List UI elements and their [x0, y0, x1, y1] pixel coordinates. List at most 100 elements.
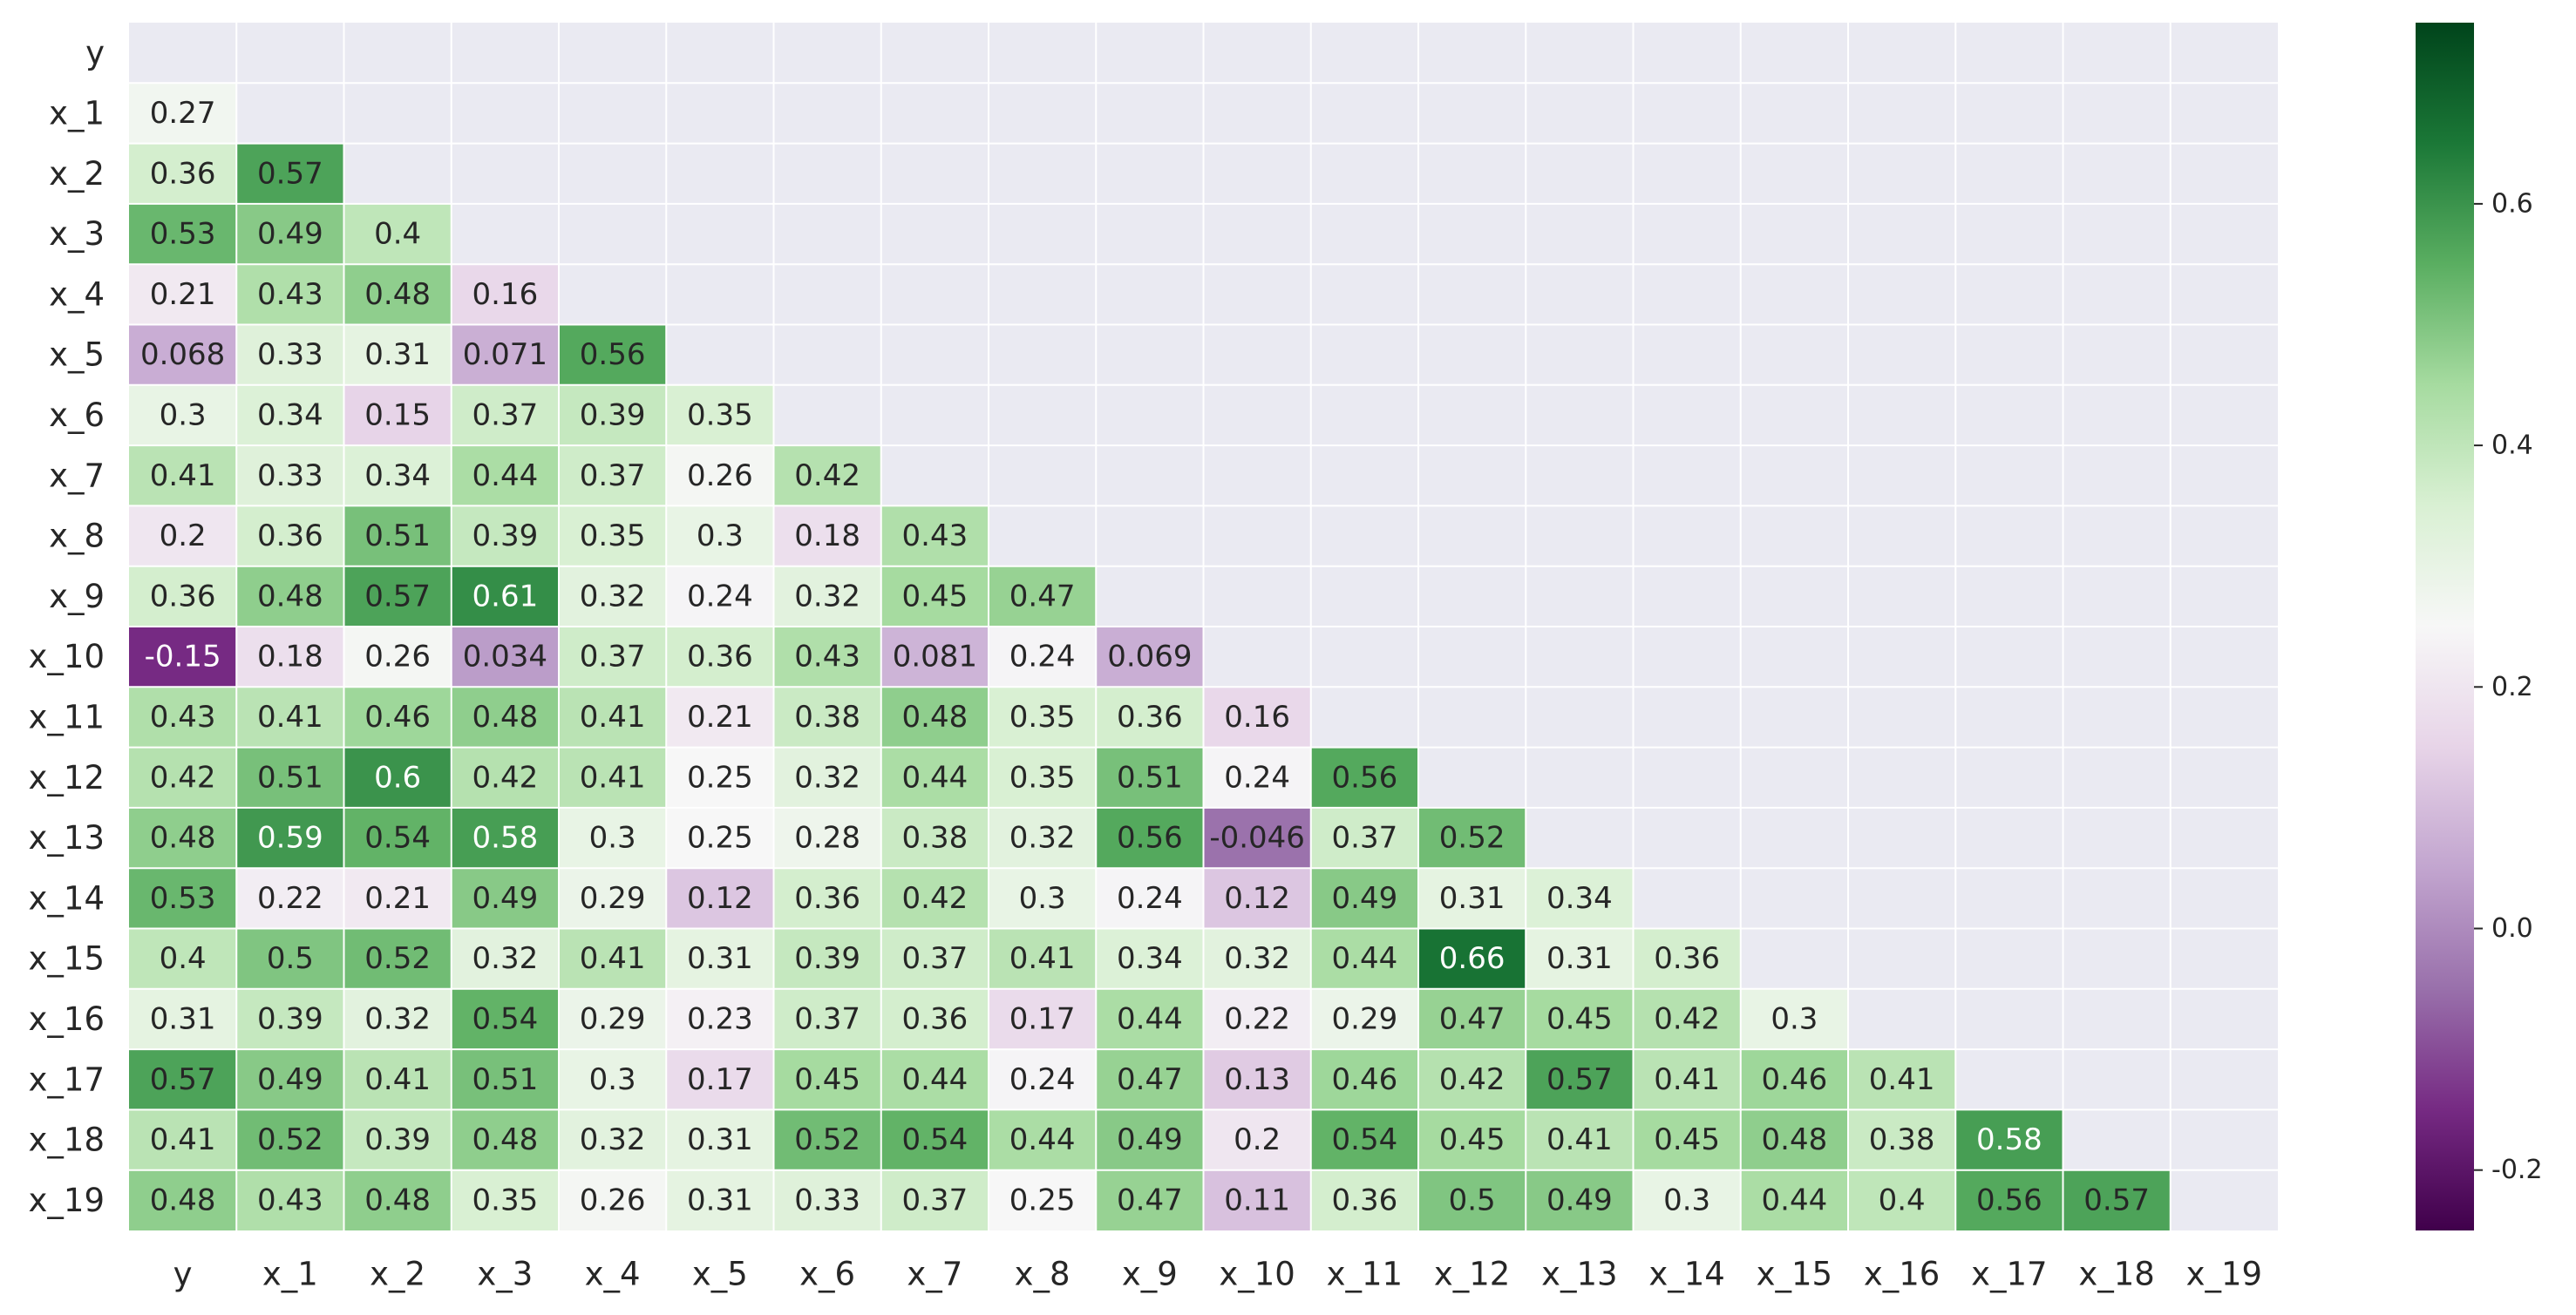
heatmap-cell	[989, 747, 1097, 808]
cell-value-label: 0.39	[580, 397, 646, 432]
cell-value-label: 0.34	[1546, 881, 1613, 916]
cell-value-label: 0.45	[1439, 1122, 1505, 1157]
heatmap-cell	[559, 1169, 667, 1230]
cell-value-label: 0.5	[267, 941, 314, 976]
heatmap-cell	[236, 384, 344, 446]
heatmap-cell	[1096, 1049, 1204, 1110]
cell-value-label: -0.15	[145, 640, 221, 674]
cell-value-label: 0.52	[794, 1122, 860, 1157]
heatmap-cell	[1848, 1049, 1956, 1110]
cell-value-label: 0.37	[580, 640, 646, 674]
heatmap-cell	[666, 1169, 774, 1230]
cell-value-label: 0.17	[1009, 1001, 1076, 1036]
cell-value-label: 0.51	[257, 760, 323, 795]
cell-value-label: 0.47	[1117, 1062, 1183, 1097]
cell-value-label: 0.31	[1546, 941, 1613, 976]
cell-value-label: 0.34	[364, 458, 431, 493]
cell-value-label: 0.49	[1546, 1183, 1613, 1217]
colorbar-tick-label: 0.0	[2491, 913, 2533, 944]
cell-value-label: 0.18	[794, 519, 860, 553]
cell-value-label: 0.56	[580, 337, 646, 372]
heatmap-cell	[236, 1109, 344, 1170]
heatmap-cell	[451, 747, 559, 808]
cell-value-label: 0.39	[794, 941, 860, 976]
cell-value-label: 0.37	[902, 941, 969, 976]
heatmap-cell	[1096, 868, 1204, 929]
cell-value-label: 0.58	[472, 821, 539, 856]
colorbar-tick-label: 0.2	[2491, 672, 2533, 702]
heatmap-cell	[343, 687, 452, 748]
heatmap-cell	[1096, 1169, 1204, 1230]
y-tick-label: x_15	[29, 940, 105, 978]
heatmap-cell	[559, 747, 667, 808]
x-tick-label: x_8	[1015, 1256, 1071, 1293]
cell-value-label: 0.081	[893, 640, 977, 674]
heatmap-cell	[880, 988, 989, 1050]
cell-value-label: 0.37	[472, 397, 539, 432]
cell-value-label: 0.16	[1224, 700, 1290, 735]
cell-value-label: 0.36	[257, 519, 323, 553]
cell-value-label: 0.35	[1009, 700, 1076, 735]
heatmap-cell	[1310, 1169, 1418, 1230]
heatmap-cell	[129, 83, 237, 144]
heatmap-cell	[343, 566, 452, 627]
cell-value-label: 0.47	[1009, 579, 1076, 613]
cell-value-label: 0.23	[687, 1001, 753, 1036]
cell-value-label: 0.49	[257, 1062, 323, 1097]
cell-value-label: 0.57	[364, 579, 431, 613]
x-tick-label: y	[173, 1256, 193, 1293]
heatmap-cell	[236, 143, 344, 204]
cell-value-label: 0.44	[902, 760, 969, 795]
cell-value-label: 0.36	[1654, 941, 1720, 976]
x-tick-label: x_17	[1971, 1256, 2047, 1293]
cell-value-label: 0.071	[463, 337, 547, 372]
heatmap-cell	[1203, 988, 1311, 1050]
cell-value-label: 0.35	[472, 1183, 539, 1217]
heatmap-cell	[1096, 687, 1204, 748]
y-tick-label: x_1	[49, 94, 105, 132]
cell-value-label: 0.034	[463, 640, 547, 674]
heatmap-cell	[1955, 1169, 2063, 1230]
cell-value-label: 0.49	[472, 881, 539, 916]
colorbar	[2416, 23, 2474, 1230]
heatmap-cell	[236, 687, 344, 748]
cell-value-label: 0.53	[150, 217, 216, 252]
cell-value-label: 0.48	[1762, 1122, 1828, 1157]
cell-value-label: 0.48	[472, 700, 539, 735]
cell-value-label: 0.31	[687, 1183, 753, 1217]
cell-value-label: 0.54	[472, 1001, 539, 1036]
heatmap-cell	[129, 324, 237, 385]
cell-value-label: 0.43	[257, 277, 323, 312]
heatmap-cell	[1096, 627, 1204, 688]
cell-value-label: 0.26	[580, 1183, 646, 1217]
cell-value-label: 0.47	[1117, 1183, 1183, 1217]
heatmap-cell	[666, 1049, 774, 1110]
x-tick-label: x_5	[692, 1256, 748, 1293]
cell-value-label: 0.3	[1019, 881, 1066, 916]
cell-value-label: 0.33	[257, 337, 323, 372]
cell-value-label: 0.48	[364, 1183, 431, 1217]
heatmap-cell	[989, 928, 1097, 989]
heatmap-cell	[1633, 1169, 1741, 1230]
cell-value-label: 0.4	[160, 941, 207, 976]
heatmap-cell	[236, 627, 344, 688]
cell-value-label: 0.3	[1663, 1183, 1710, 1217]
heatmap-cell	[129, 988, 237, 1050]
cell-value-label: 0.54	[1332, 1122, 1398, 1157]
heatmap-cell	[1633, 1049, 1741, 1110]
cell-value-label: 0.45	[1546, 1001, 1613, 1036]
cell-value-label: 0.46	[1762, 1062, 1828, 1097]
cell-value-label: 0.32	[364, 1001, 431, 1036]
cell-value-label: 0.32	[1009, 821, 1076, 856]
heatmap-cell	[1203, 807, 1311, 869]
cell-value-label: 0.41	[580, 760, 646, 795]
cell-value-label: 0.068	[140, 337, 225, 372]
heatmap-cell	[129, 505, 237, 566]
heatmap-cell	[236, 1169, 344, 1230]
heatmap-cell	[1096, 807, 1204, 869]
heatmap-cell	[236, 566, 344, 627]
heatmap-cell	[1203, 928, 1311, 989]
cell-value-label: 0.49	[1117, 1122, 1183, 1157]
heatmap-cell	[880, 1169, 989, 1230]
